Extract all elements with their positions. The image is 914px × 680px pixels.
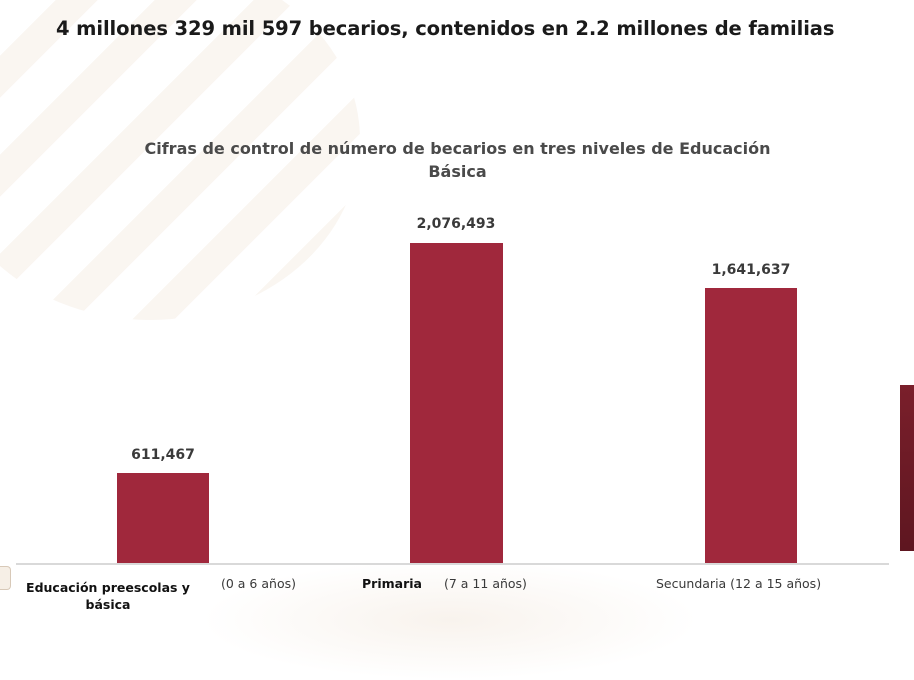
category-label-primaria: Primaria — [362, 576, 422, 591]
category-label-secundaria: Secundaria (12 a 15 años) — [656, 576, 822, 591]
chart-title: Cifras de control de número de becarios … — [70, 137, 845, 183]
bar-value-label-primaria: 2,076,493 — [416, 216, 496, 232]
category-name-line-2: básica — [85, 597, 131, 612]
headline: 4 millones 329 mil 597 becarios, conteni… — [56, 17, 835, 40]
category-range-preescolar: (0 a 6 años) — [221, 576, 296, 591]
side-decoration-strip — [900, 385, 914, 551]
bar-preescolar — [117, 473, 209, 563]
bar-chart: 611,467 2,076,493 1,641,637 Educación pr… — [16, 216, 889, 613]
chart-title-line-2: Básica — [428, 162, 487, 181]
category-label-preescolar: Educación preescolas y básica — [22, 579, 194, 613]
bar-value-label-secundaria: 1,641,637 — [711, 262, 791, 278]
x-axis-line — [16, 563, 889, 565]
category-name: Educación preescolas y — [26, 580, 190, 595]
bar-primaria — [410, 243, 503, 563]
bar-value-label-preescolar: 611,467 — [131, 447, 195, 463]
category-name: Primaria — [362, 576, 422, 591]
bar-secundaria — [705, 288, 797, 563]
chart-title-line-1: Cifras de control de número de becarios … — [144, 139, 771, 158]
logo-icon — [0, 566, 11, 590]
category-range-primaria: (7 a 11 años) — [444, 576, 527, 591]
